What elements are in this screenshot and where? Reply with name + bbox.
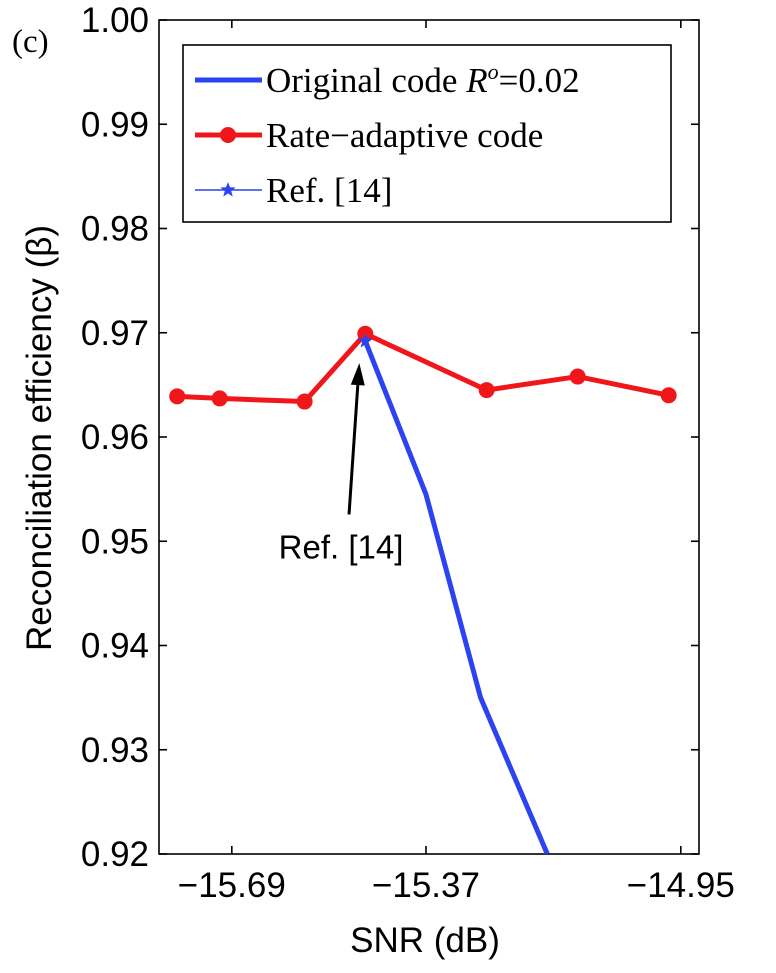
y-tick-label: 0.95: [81, 522, 149, 561]
x-tick-label: −15.37: [372, 866, 480, 905]
data-point: [296, 393, 313, 410]
x-tick-label: −15.69: [178, 866, 286, 905]
data-point: [569, 368, 586, 385]
series-line-0: [362, 340, 550, 854]
y-tick-label: 1.00: [81, 1, 149, 40]
axis-ticks: 0.92 0.93 0.94 0.95 0.96 0.97 0.98 0.99 1.00 −15.…: [81, 1, 735, 905]
data-point: [169, 388, 186, 405]
annotation-arrow-head: [350, 363, 365, 386]
legend-label-original: Original code Ro=0.02: [266, 59, 580, 100]
data-point: [211, 390, 228, 407]
annotation-arrow-shaft: [347, 384, 360, 515]
y-axis-label: Reconciliation efficiency (β): [20, 225, 59, 651]
annotation: Ref. [14]: [279, 363, 404, 565]
legend-label-adaptive: Rate−adaptive code: [266, 116, 543, 155]
y-tick-label: 0.96: [81, 418, 149, 457]
legend-marker-ref: [220, 182, 236, 197]
panel-label: (c): [12, 24, 49, 60]
y-tick-label: 0.99: [81, 105, 149, 144]
y-tick-label: 0.94: [81, 627, 149, 666]
series-layer: [169, 325, 677, 854]
y-tick-label: 0.92: [81, 835, 149, 874]
data-point: [660, 387, 677, 404]
legend-label-ref: Ref. [14]: [266, 171, 392, 210]
legend: Original code Ro=0.02 Rate−adaptive code…: [182, 44, 672, 223]
x-tick-label: −14.95: [627, 866, 735, 905]
data-point-star: [357, 333, 373, 348]
data-point: [478, 382, 495, 399]
y-tick-label: 0.97: [81, 314, 149, 353]
y-tick-label: 0.98: [81, 210, 149, 249]
legend-marker-adaptive: [220, 127, 236, 143]
annotation-label: Ref. [14]: [279, 528, 404, 565]
x-axis-label: SNR (dB): [350, 921, 500, 960]
y-tick-label: 0.93: [81, 731, 149, 770]
legend-box: [182, 44, 672, 223]
